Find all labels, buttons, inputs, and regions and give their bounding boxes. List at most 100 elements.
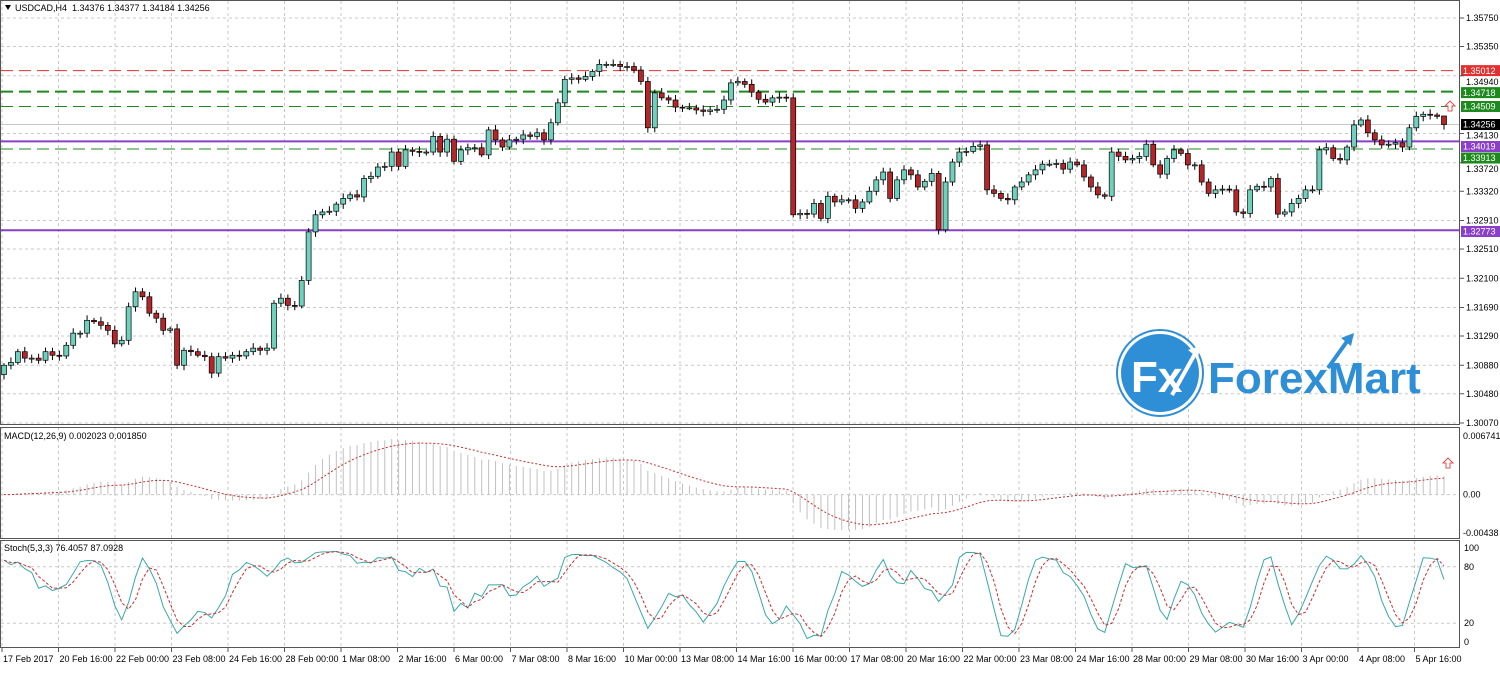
candle-bull — [250, 347, 257, 353]
price-level-tag — [1461, 226, 1500, 237]
x-tick-label: 6 Mar 00:00 — [455, 654, 503, 664]
candle-bear — [49, 351, 56, 356]
candle-bull — [554, 102, 561, 124]
y-tick-label: 1.35350 — [1466, 42, 1499, 52]
x-tick-label: 4 Apr 08:00 — [1359, 654, 1405, 664]
candle-bear — [617, 63, 624, 67]
stoch-panel-border — [0, 540, 1460, 648]
candle-bull — [471, 147, 478, 150]
price-level-tag — [1461, 65, 1500, 77]
candle-bull — [1295, 198, 1302, 204]
candle-bull — [264, 347, 270, 351]
x-tick-label: 5 Apr 16:00 — [1416, 654, 1462, 664]
candle-bull — [769, 97, 776, 103]
x-tick-label: 29 Mar 08:00 — [1190, 654, 1243, 664]
candle-bear — [1226, 188, 1233, 191]
candle-bull — [956, 151, 963, 163]
candle-bull — [125, 306, 132, 341]
price-level-tag — [1461, 152, 1500, 164]
stoch-tick-label: 20 — [1464, 618, 1474, 628]
candle-bull — [797, 213, 804, 216]
stoch-main-line — [3, 550, 1445, 640]
candle-bull — [374, 166, 381, 177]
x-tick-label: 7 Mar 08:00 — [512, 654, 560, 664]
macd-tick-label: 0.00 — [1463, 490, 1481, 500]
candle-bear — [665, 97, 672, 101]
candle-bear — [804, 213, 810, 215]
price-level-label: 1.34718 — [1463, 88, 1496, 98]
candle-bear — [631, 66, 637, 71]
candle-bull — [1344, 146, 1350, 161]
x-tick-label: 17 Feb 2017 — [3, 654, 54, 664]
candle-bear — [257, 347, 264, 351]
candle-bull — [942, 181, 949, 231]
candle-bear — [748, 83, 755, 93]
stoch-panel — [1, 550, 1459, 640]
candle-bull — [596, 63, 603, 72]
candle-bear — [1205, 181, 1212, 194]
y-tick-label: 1.32910 — [1466, 216, 1499, 226]
candle-bull — [1358, 119, 1364, 126]
x-tick-label: 13 Mar 08:00 — [681, 654, 734, 664]
stoch-tick-label: 100 — [1464, 543, 1479, 553]
candle-bull — [880, 171, 887, 181]
candle-bear — [762, 98, 769, 103]
y-tick-label: 1.33320 — [1466, 186, 1499, 196]
candle-bull — [381, 165, 388, 168]
price-level-label: 1.34256 — [1463, 120, 1496, 130]
candle-bear — [1261, 185, 1267, 188]
candle-bull — [963, 150, 970, 153]
candle-bull — [610, 63, 617, 66]
candle-bull — [63, 344, 70, 357]
candle-bull — [561, 78, 568, 104]
candle-bull — [1392, 142, 1399, 145]
candle-bull — [319, 211, 326, 216]
time-axis[interactable]: 17 Feb 2017 20 Feb 16:00 22 Feb 00:00 23 Fe… — [1, 648, 1462, 664]
macd-signal-line — [3, 442, 1445, 526]
candle-bull — [458, 149, 464, 162]
candle-bull — [70, 332, 77, 346]
candle-bull — [1281, 211, 1288, 215]
candle-bull — [347, 194, 354, 199]
ohlc-values: 1.34376 1.34377 1.34184 1.34256 — [72, 3, 210, 13]
candle-bull — [1129, 158, 1136, 161]
candle-bear — [1371, 132, 1378, 141]
candle-bull — [1420, 113, 1427, 117]
candle-bull — [271, 302, 277, 349]
candle-bull — [686, 107, 693, 110]
candle-bear — [354, 194, 360, 198]
candle-bear — [1198, 164, 1205, 183]
candle-bull — [215, 356, 222, 374]
candle-bull — [1323, 147, 1330, 151]
price-level-tag — [1461, 100, 1500, 112]
candle-bear — [658, 92, 665, 99]
candle-bear — [693, 107, 700, 111]
candle-bull — [970, 145, 977, 152]
svg-text:Fx: Fx — [1131, 353, 1183, 402]
candle-bear — [984, 144, 990, 191]
candle-bull — [1025, 174, 1032, 183]
candle-bear — [21, 351, 28, 359]
candle-bull — [1108, 151, 1115, 197]
candle-bear — [1330, 147, 1337, 159]
candles — [1, 59, 1447, 380]
x-tick-label: 22 Mar 00:00 — [964, 654, 1017, 664]
candle-bull — [603, 63, 610, 66]
x-tick-label: 24 Mar 16:00 — [1077, 654, 1130, 664]
candle-bull — [506, 139, 513, 148]
candle-bull — [1268, 178, 1274, 188]
candle-bull — [513, 138, 520, 141]
candle-bear — [831, 195, 838, 203]
candle-bear — [98, 321, 104, 326]
candle-bull — [949, 161, 956, 183]
candle-bull — [361, 178, 367, 198]
candle-bull — [776, 96, 783, 99]
candle-bear — [1337, 158, 1344, 161]
triangle-down-icon[interactable] — [5, 5, 11, 10]
y-tick-label: 1.33720 — [1466, 164, 1499, 174]
price-level-label: 1.33913 — [1463, 153, 1496, 163]
x-tick-label: 8 Mar 16:00 — [568, 654, 616, 664]
candle-bear — [499, 139, 506, 148]
